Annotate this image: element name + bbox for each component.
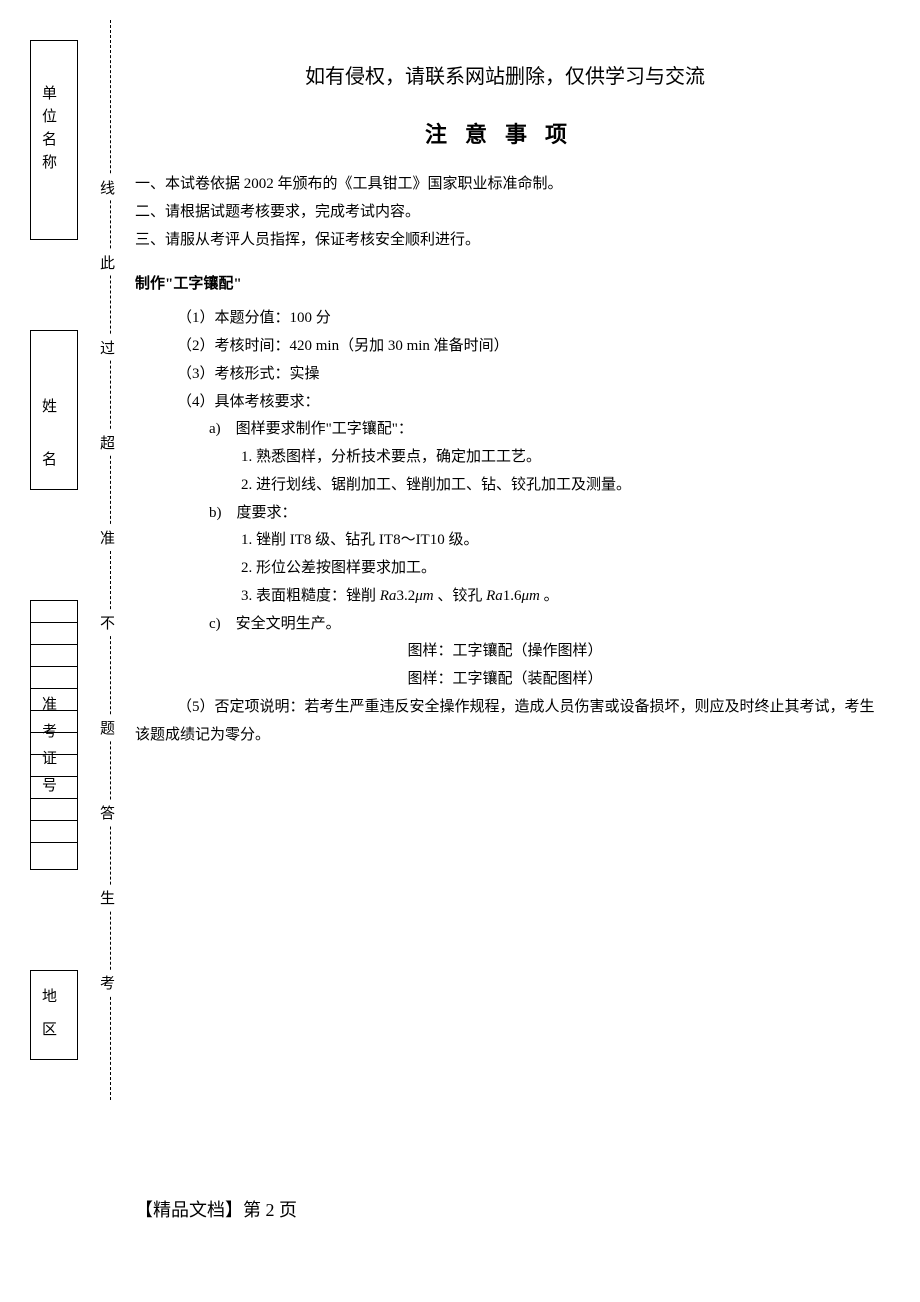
binding-char: 过 — [100, 335, 115, 360]
binding-char: 准 — [100, 525, 115, 550]
b3-unit1: μm — [415, 588, 433, 604]
b3-mid: 、铰孔 — [434, 588, 487, 604]
item-4a-2: 2. 进行划线、锯削加工、锉削加工、钻、铰孔加工及测量。 — [135, 472, 875, 500]
binding-char: 题 — [100, 715, 115, 740]
item-2: （2）考核时间：420 min（另加 30 min 准备时间） — [135, 333, 875, 361]
b3-val1: 3.2 — [396, 588, 415, 604]
page-footer: 【精品文档】第 2 页 — [135, 1196, 297, 1222]
b3-val2: 1.6 — [503, 588, 522, 604]
label-region: 地区 — [38, 988, 59, 1054]
item-4b-2: 2. 形位公差按图样要求加工。 — [135, 555, 875, 583]
binding-char: 此 — [100, 250, 115, 275]
binding-char: 线 — [100, 175, 115, 200]
label-unit: 单位名称 — [38, 85, 59, 177]
binding-char: 不 — [100, 610, 115, 635]
notice-3: 三、请服从考评人员指挥，保证考核安全顺利进行。 — [135, 227, 875, 255]
label-name: 姓名 — [38, 398, 59, 504]
page-title: 注意事项 — [135, 117, 875, 149]
b3-ra1: Ra — [380, 588, 397, 604]
b3-unit2: μm — [522, 588, 540, 604]
item-4c: c) 安全文明生产。 — [135, 611, 875, 639]
figure-caption-2: 图样：工字镶配（装配图样） — [135, 666, 875, 694]
item-4a: a) 图样要求制作"工字镶配"： — [135, 416, 875, 444]
binding-sidebar: 单位名称 姓名 准考证号 地区 线此过超准不题答生考 — [0, 0, 115, 1100]
binding-char: 生 — [100, 885, 115, 910]
item-4b-3: 3. 表面粗糙度：锉削 Ra3.2μm 、铰孔 Ra1.6μm 。 — [135, 583, 875, 611]
main-content: 如有侵权，请联系网站删除，仅供学习与交流 注意事项 一、本试卷依据 2002 年… — [135, 60, 875, 749]
disclaimer-header: 如有侵权，请联系网站删除，仅供学习与交流 — [135, 60, 875, 89]
b3-prefix: 3. 表面粗糙度：锉削 — [241, 588, 380, 604]
binding-char: 考 — [100, 970, 115, 995]
b3-ra2: Ra — [486, 588, 503, 604]
binding-char: 超 — [100, 430, 115, 455]
item-4b: b) 度要求： — [135, 500, 875, 528]
binding-char: 答 — [100, 800, 115, 825]
b3-end: 。 — [540, 588, 559, 604]
item-3: （3）考核形式：实操 — [135, 361, 875, 389]
figure-caption-1: 图样：工字镶配（操作图样） — [135, 638, 875, 666]
item-1: （1）本题分值：100 分 — [135, 305, 875, 333]
item-4b-1: 1. 锉削 IT8 级、钻孔 IT8～IT10 级。 — [135, 527, 875, 555]
item-4: （4）具体考核要求： — [135, 389, 875, 417]
notice-2: 二、请根据试题考核要求，完成考试内容。 — [135, 199, 875, 227]
item-4a-1: 1. 熟悉图样，分析技术要点，确定加工工艺。 — [135, 444, 875, 472]
item-5: （5）否定项说明：若考生严重违反安全操作规程，造成人员伤害或设备损坏，则应及时终… — [135, 694, 875, 750]
notice-1: 一、本试卷依据 2002 年颁布的《工具钳工》国家职业标准命制。 — [135, 171, 875, 199]
label-examid: 准考证号 — [38, 696, 59, 804]
section-heading: 制作"工字镶配" — [135, 272, 875, 293]
